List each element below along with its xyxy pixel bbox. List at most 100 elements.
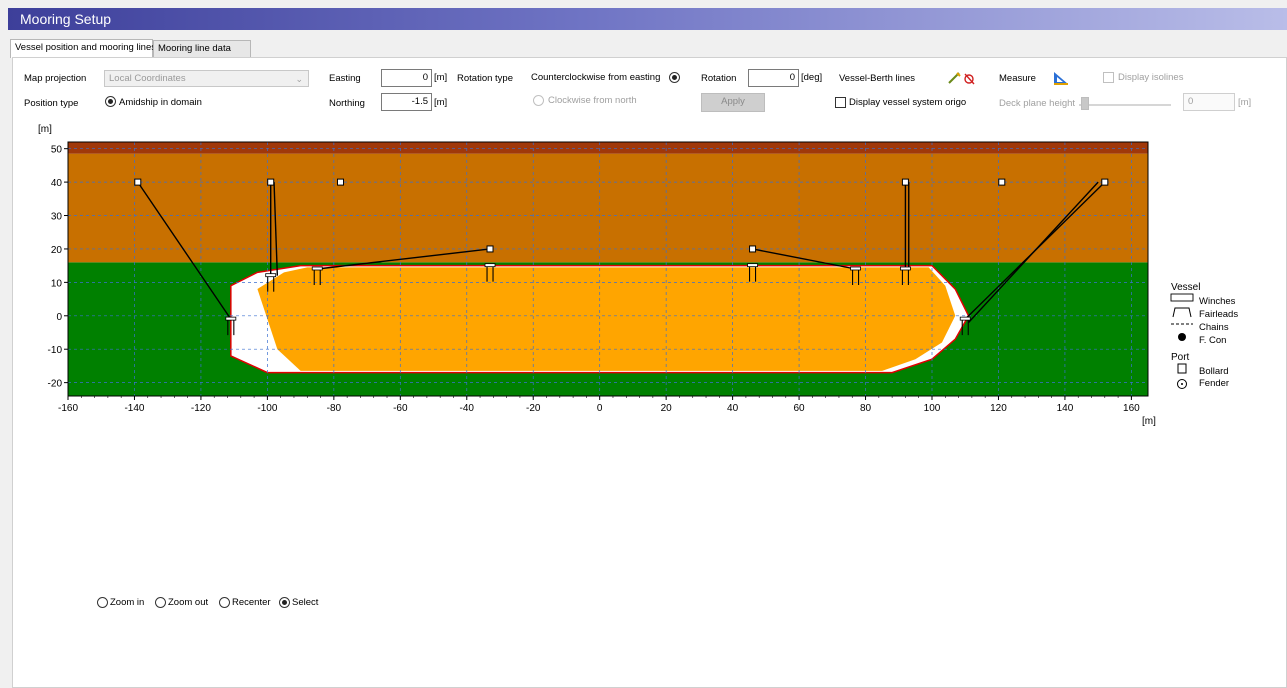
fairlead: [225, 316, 237, 321]
rotation-type-label: Rotation type: [457, 73, 513, 84]
x-axis-label: [m]: [1142, 416, 1156, 427]
legend-vessel-item: F. Con: [1199, 335, 1226, 346]
bollard: [1101, 178, 1109, 186]
vessel-deck: [257, 267, 956, 371]
select-radio[interactable]: [279, 597, 290, 608]
legend-port-title: Port: [1171, 352, 1190, 363]
zoom-out-radio[interactable]: [155, 597, 166, 608]
vessel-berth-tools: [948, 72, 975, 85]
display-isolines-label: Display isolines: [1118, 72, 1184, 83]
bollard: [267, 178, 275, 186]
x-tick-label: 80: [860, 403, 872, 414]
bollard: [336, 178, 344, 186]
x-tick-label: 0: [597, 403, 603, 414]
y-tick-label: -20: [48, 379, 63, 390]
recenter-radio[interactable]: [219, 597, 230, 608]
x-tick-label: 40: [727, 403, 739, 414]
easting-input[interactable]: 0: [381, 69, 432, 87]
fairlead: [311, 266, 323, 271]
fairlead: [900, 266, 911, 271]
vessel-berth-label: Vessel-Berth lines: [839, 73, 916, 84]
select-label: Select: [292, 597, 319, 608]
x-tick-label: -160: [58, 403, 78, 414]
legend-port-item: Fender: [1199, 378, 1229, 389]
northing-unit: [m]: [434, 97, 448, 108]
tab-vessel-position[interactable]: Vessel position and mooring lines: [10, 39, 156, 58]
rotation-unit: [deg]: [801, 72, 823, 83]
map-projection-value: Local Coordinates: [109, 73, 186, 84]
remove-line-icon[interactable]: [964, 73, 975, 85]
legend-port-item: Bollard: [1199, 366, 1229, 377]
fender-legend-dot: [1181, 383, 1183, 385]
deck-plane-slider-track[interactable]: [1079, 104, 1171, 106]
map-projection-label: Map projection: [24, 73, 87, 84]
mooring-plot[interactable]: -160 -140 -120 -100 -80 -60 -40 -20 0 20 40 60 80 100…: [13, 58, 1286, 438]
recenter-label: Recenter: [232, 597, 271, 608]
y-axis-label: [m]: [38, 124, 52, 135]
x-tick-label: 20: [661, 403, 673, 414]
northing-label: Northing: [329, 98, 365, 109]
y-tick-label: 20: [51, 245, 63, 256]
rotation-ccw-label: Counterclockwise from easting: [531, 72, 661, 83]
zoom-in-radio[interactable]: [97, 597, 108, 608]
mooring-line: [317, 248, 491, 270]
y-tick-label: 40: [51, 178, 63, 189]
y-tick-label: 10: [51, 278, 63, 289]
measure-icon[interactable]: [1053, 70, 1069, 86]
legend-vessel-item: Chains: [1199, 322, 1229, 333]
fairlead: [747, 263, 758, 268]
position-type-label: Position type: [24, 98, 79, 109]
y-tick-label: 30: [51, 212, 63, 223]
bollard-legend-icon: [1177, 363, 1187, 374]
mooring-line: [273, 182, 279, 276]
legend-vessel-item: Winches: [1199, 296, 1236, 307]
x-tick-label: 140: [1057, 403, 1074, 414]
display-origo-label: Display vessel system origo: [849, 97, 967, 108]
amidship-radio[interactable]: [105, 96, 116, 107]
x-tick-label: -40: [460, 403, 475, 414]
rotation-cw-radio[interactable]: [533, 95, 544, 106]
fairlead: [484, 263, 496, 268]
winch-legend-icon: [1170, 293, 1194, 302]
plot-frame: [67, 141, 1149, 397]
x-tick-label: -100: [257, 403, 277, 414]
fairlead: [850, 266, 861, 271]
bollard: [749, 245, 757, 253]
legend-vessel-title: Vessel: [1171, 282, 1200, 293]
bollard: [998, 178, 1006, 186]
apply-button[interactable]: Apply: [701, 93, 765, 112]
legend-vessel-item: Fairleads: [1199, 309, 1238, 320]
zone-quay-edge: [68, 142, 1148, 154]
amidship-label: Amidship in domain: [119, 97, 202, 108]
zoom-in-label: Zoom in: [110, 597, 145, 608]
rotation-label: Rotation: [701, 73, 737, 84]
easting-label: Easting: [329, 73, 361, 84]
northing-input[interactable]: -1.5: [381, 93, 432, 111]
bollard: [134, 178, 142, 186]
deck-plane-input[interactable]: 0: [1183, 93, 1235, 111]
zoom-out-label: Zoom out: [168, 597, 209, 608]
x-tick-label: 160: [1123, 403, 1140, 414]
rotation-ccw-radio[interactable]: [669, 72, 680, 83]
rotation-cw-label: Clockwise from north: [548, 95, 637, 106]
x-tick-label: -20: [526, 403, 541, 414]
pencil-icon[interactable]: [948, 72, 961, 84]
display-origo-checkbox[interactable]: [835, 97, 846, 108]
deck-plane-slider-thumb[interactable]: [1081, 97, 1089, 110]
map-projection-select[interactable]: Local Coordinates ⌄: [104, 70, 309, 87]
x-tick-label: -60: [393, 403, 408, 414]
bollard: [901, 178, 909, 186]
y-tick-label: 0: [56, 312, 62, 323]
x-tick-label: 60: [794, 403, 806, 414]
rotation-input[interactable]: 0: [748, 69, 799, 87]
fcon-legend-icon: [1178, 333, 1186, 341]
display-isolines-checkbox[interactable]: [1103, 72, 1114, 83]
mooring-line: [752, 248, 856, 270]
easting-unit: [m]: [434, 72, 448, 83]
fairlead: [265, 273, 277, 278]
tab-mooring-line-data[interactable]: Mooring line data: [153, 40, 251, 58]
measure-label: Measure: [999, 73, 1036, 84]
x-tick-label: -120: [191, 403, 211, 414]
window-title: Mooring Setup: [8, 8, 1287, 30]
y-tick-label: 50: [51, 145, 63, 156]
